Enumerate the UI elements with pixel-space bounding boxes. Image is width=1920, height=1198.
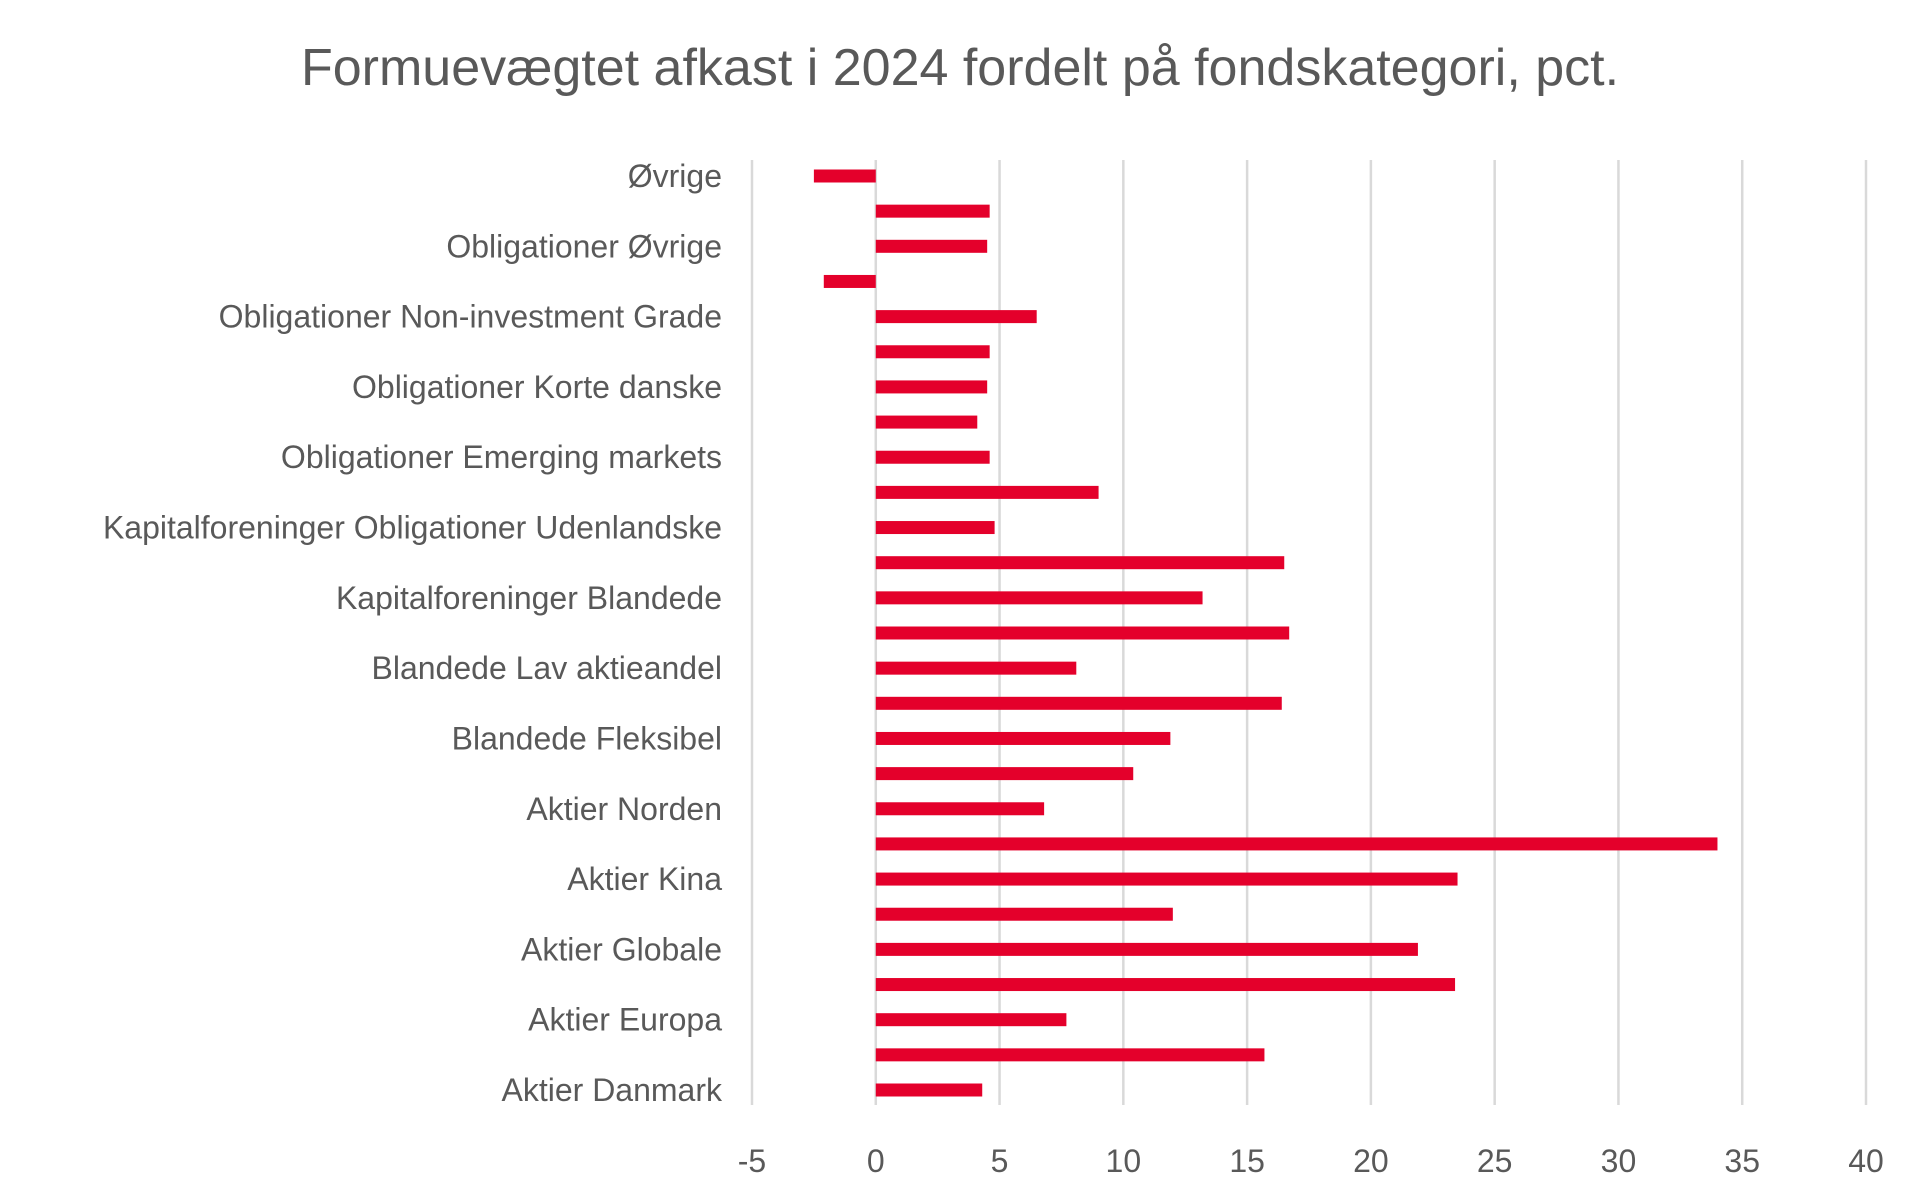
bar — [875, 521, 995, 535]
category-label: Aktier Danmark — [502, 1072, 724, 1108]
bar — [875, 556, 1285, 570]
x-tick-label: 20 — [1353, 1143, 1389, 1179]
bar — [875, 380, 988, 394]
bar — [875, 767, 1134, 781]
x-tick-label: 25 — [1477, 1143, 1513, 1179]
bar — [875, 942, 1418, 956]
x-tick-labels: -5 0 5 10 15 20 25 30 35 40 — [738, 1143, 1884, 1179]
bar — [813, 169, 876, 183]
bar — [875, 626, 1290, 640]
bar — [875, 802, 1045, 816]
x-tick-label: 15 — [1229, 1143, 1265, 1179]
bar — [875, 450, 990, 464]
x-tick-label: 0 — [867, 1143, 885, 1179]
bar — [875, 204, 990, 218]
category-labels: Øvrige Obligationer Øvrige Obligationer No… — [103, 158, 723, 1108]
bar — [875, 485, 1099, 499]
bar — [875, 837, 1718, 851]
bar — [875, 872, 1458, 886]
category-label: Obligationer Emerging markets — [281, 439, 722, 475]
x-tick-label: -5 — [738, 1143, 766, 1179]
category-label: Kapitalforeninger Blandede — [336, 580, 722, 616]
category-label: Aktier Europa — [528, 1002, 722, 1038]
category-label: Blandede Fleksibel — [452, 720, 722, 756]
bar — [875, 310, 1037, 324]
bar — [875, 345, 990, 359]
bars — [813, 169, 1718, 1097]
category-label: Obligationer Non-investment Grade — [219, 299, 722, 335]
bar — [875, 1048, 1265, 1062]
x-tick-label: 35 — [1724, 1143, 1760, 1179]
bar — [875, 1013, 1067, 1027]
category-label: Aktier Kina — [567, 861, 722, 897]
bar — [823, 274, 876, 288]
bar — [875, 661, 1077, 675]
bar — [875, 239, 988, 253]
bar — [875, 591, 1203, 605]
x-tick-label: 5 — [991, 1143, 1009, 1179]
category-label: Obligationer Korte danske — [352, 369, 722, 405]
chart-title: Formuevægtet afkast i 2024 fordelt på fo… — [300, 39, 1620, 97]
x-tick-label: 10 — [1106, 1143, 1142, 1179]
x-tick-label: 30 — [1601, 1143, 1637, 1179]
bar — [875, 907, 1173, 921]
x-tick-label: 40 — [1848, 1143, 1884, 1179]
bar — [875, 731, 1171, 745]
category-label: Aktier Norden — [526, 791, 722, 827]
bar — [875, 696, 1282, 710]
bar — [875, 1083, 983, 1097]
category-label: Blandede Lav aktieandel — [372, 650, 723, 686]
category-label: Øvrige — [628, 158, 722, 194]
category-label: Aktier Globale — [521, 931, 722, 967]
bar — [875, 415, 978, 429]
category-label: Kapitalforeninger Obligationer Udenlands… — [103, 510, 722, 546]
category-label: Obligationer Øvrige — [446, 228, 722, 264]
bar — [875, 978, 1456, 992]
